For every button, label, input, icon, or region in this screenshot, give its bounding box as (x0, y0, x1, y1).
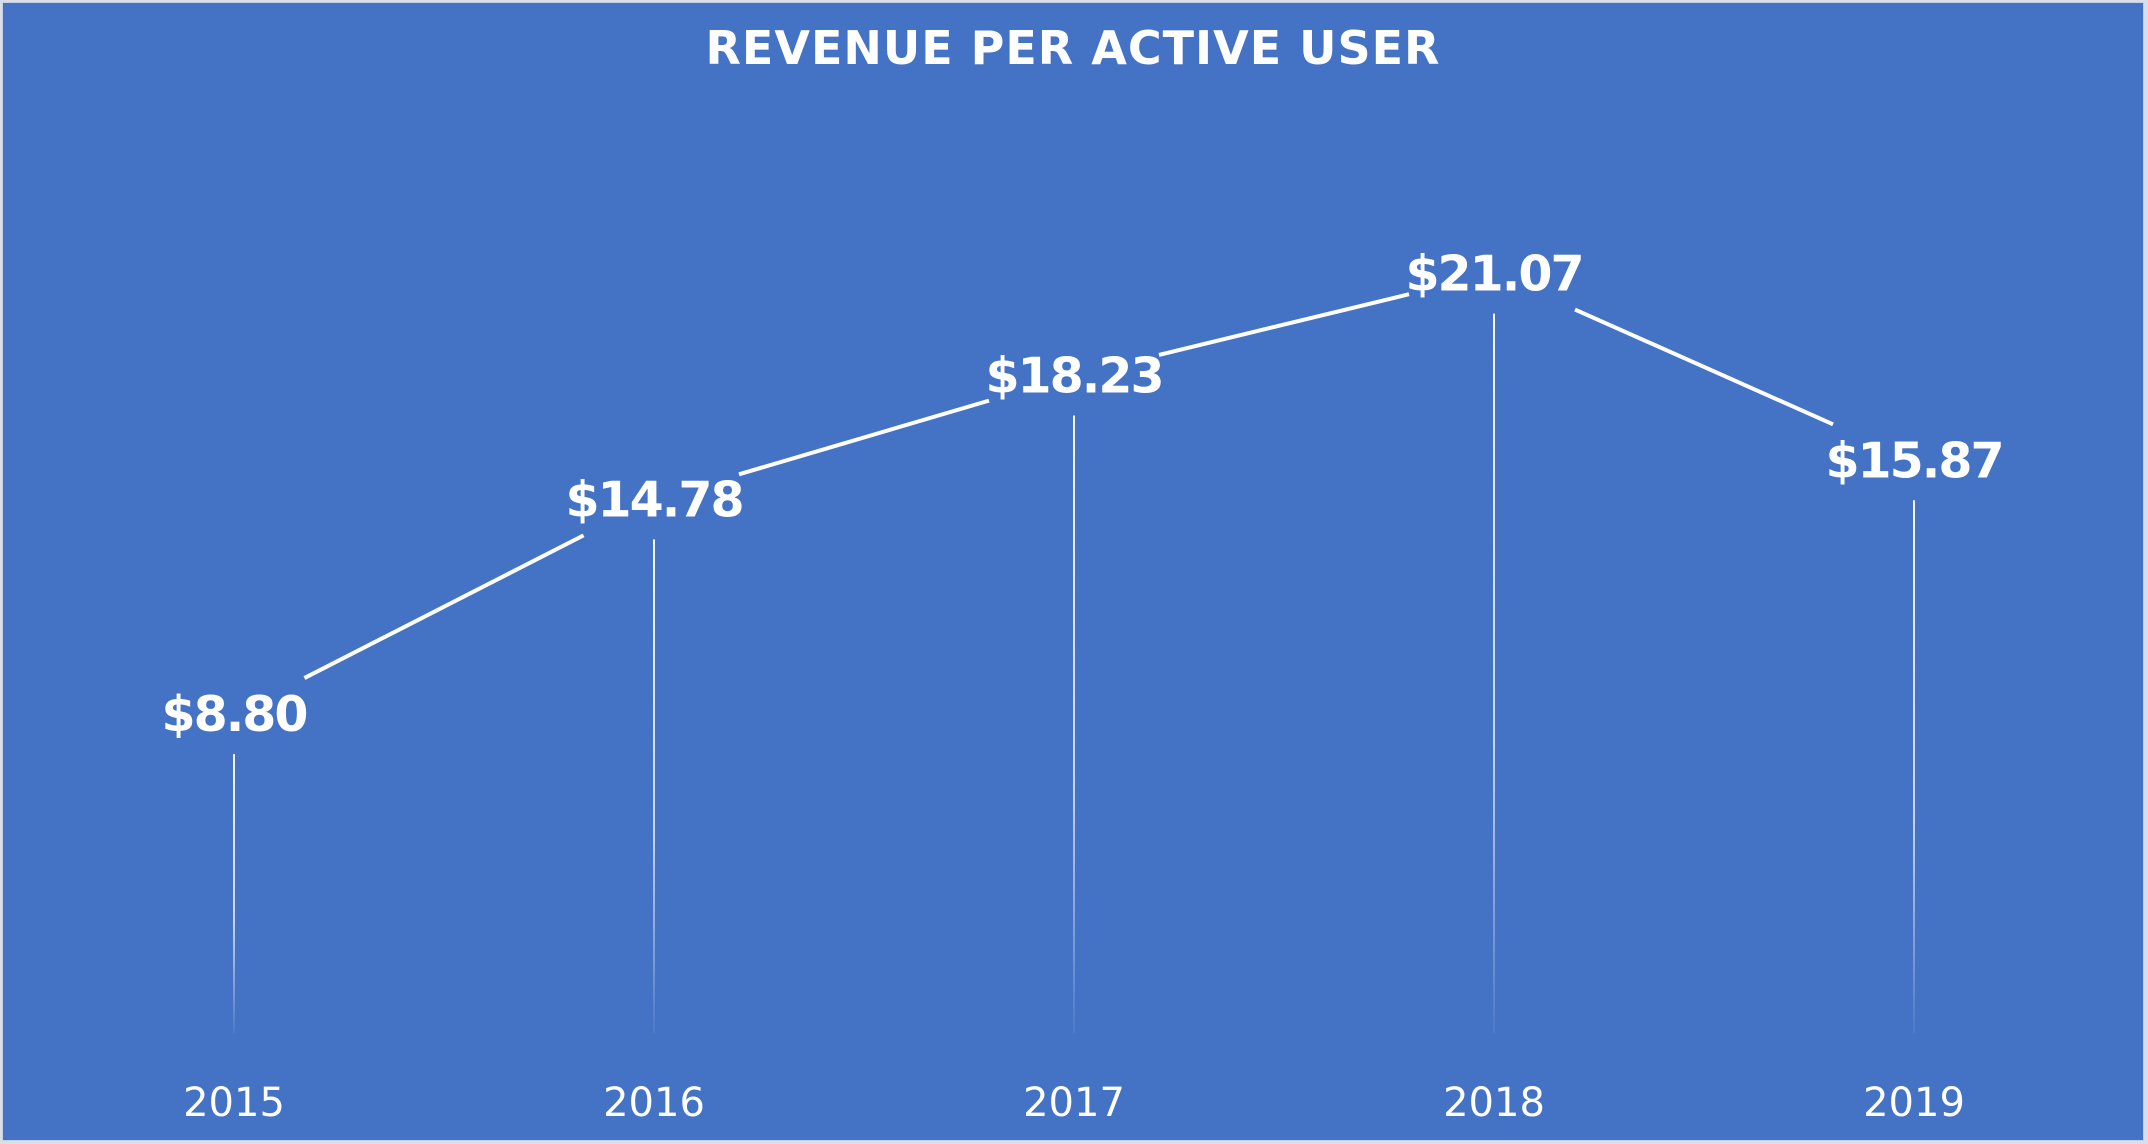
x-axis-label: 2016 (603, 1080, 705, 1126)
drop-line (1073, 415, 1075, 1034)
line-segment (1574, 307, 1834, 427)
x-axis-label: 2017 (1023, 1080, 1125, 1126)
x-axis-labels: 2015 2016 2017 2018 2019 (183, 1080, 1965, 1126)
data-label: $15.87 (1825, 432, 2002, 489)
drop-line (1913, 500, 1915, 1034)
series-line (303, 292, 1834, 680)
drop-line (1493, 313, 1495, 1033)
plot-area: $8.80$14.78$18.23$21.07$15.87 2015 2016 20… (162, 246, 2005, 1126)
drop-line (233, 754, 235, 1033)
line-segment (303, 533, 585, 680)
x-axis-label: 2015 (183, 1080, 285, 1126)
x-axis-label: 2019 (1863, 1080, 1965, 1126)
line-segment (738, 398, 990, 477)
data-label: $18.23 (985, 348, 1162, 405)
drop-lines (233, 313, 1915, 1034)
x-axis-label: 2018 (1443, 1080, 1545, 1126)
data-label: $14.78 (565, 471, 742, 528)
data-labels: $8.80 $14.78 $18.23 $21.07 $15.87 (162, 246, 2005, 743)
chart-title: REVENUE PER ACTIVE USER (705, 21, 1441, 75)
drop-line (653, 539, 655, 1033)
data-label: $21.07 (1405, 246, 1582, 303)
line-segment (1158, 292, 1410, 357)
data-label: $8.80 (162, 686, 307, 743)
